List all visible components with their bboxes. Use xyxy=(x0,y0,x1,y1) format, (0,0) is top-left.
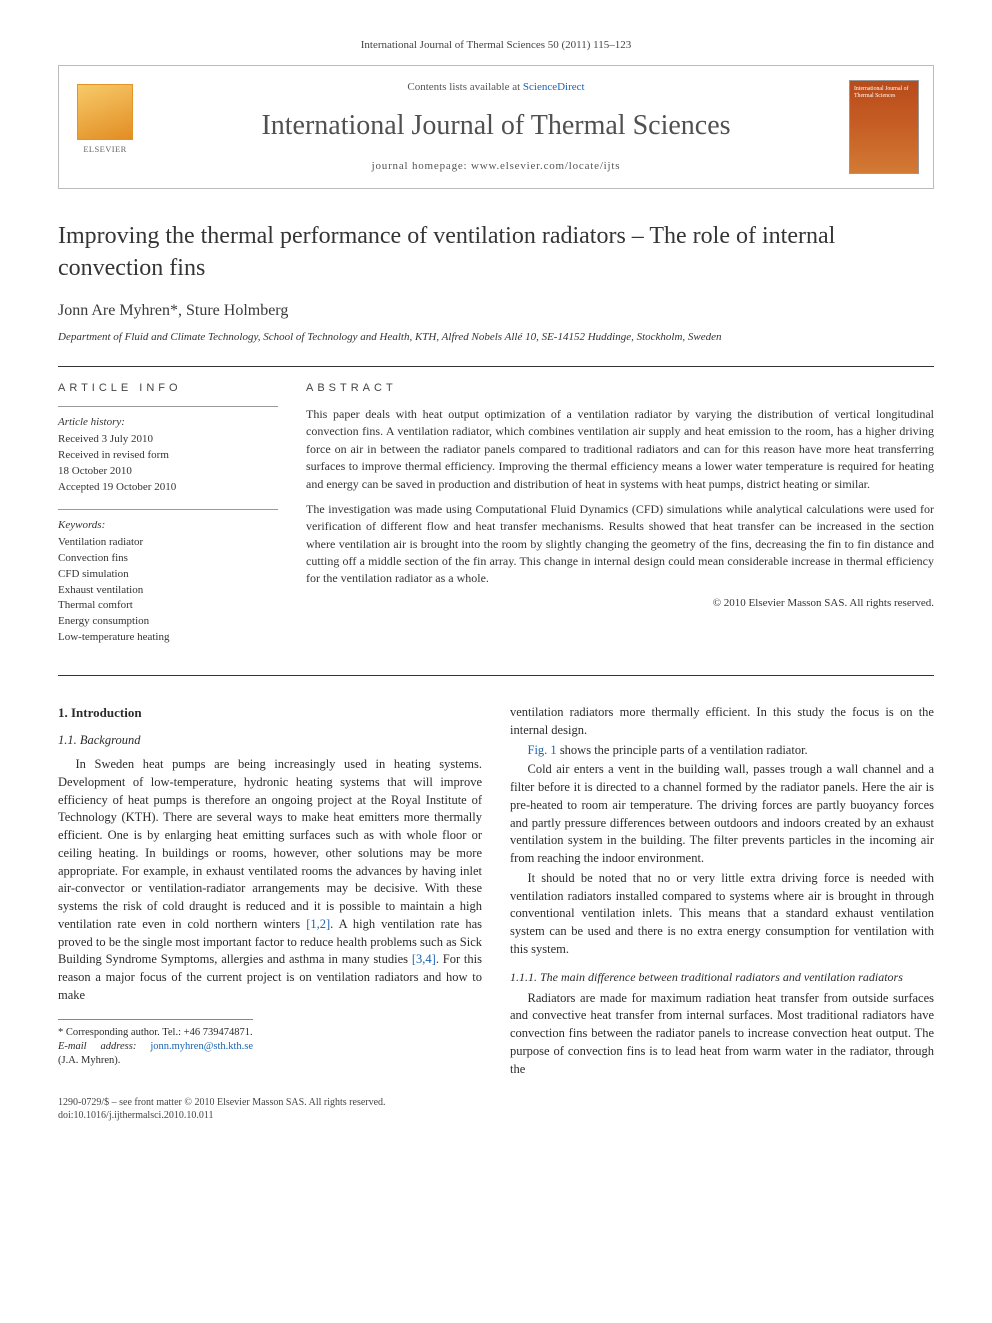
keyword: Ventilation radiator xyxy=(58,535,278,550)
journal-name: International Journal of Thermal Science… xyxy=(167,106,825,145)
publisher-logo-label: ELSEVIER xyxy=(73,144,137,156)
contents-available: Contents lists available at ScienceDirec… xyxy=(167,80,825,95)
keyword: Energy consumption xyxy=(58,614,278,629)
author-email-link[interactable]: jonn.myhren@sth.kth.se xyxy=(150,1041,253,1052)
keywords-label: Keywords: xyxy=(58,518,278,533)
body-paragraph: Fig. 1 shows the principle parts of a ve… xyxy=(510,742,934,760)
keyword: CFD simulation xyxy=(58,567,278,582)
doi-line: doi:10.1016/j.ijthermalsci.2010.10.011 xyxy=(58,1109,934,1122)
abstract-paragraph: The investigation was made using Computa… xyxy=(306,501,934,588)
history-line: Accepted 19 October 2010 xyxy=(58,480,278,495)
section-heading-1: 1. Introduction xyxy=(58,704,482,722)
affiliation: Department of Fluid and Climate Technolo… xyxy=(58,330,934,345)
body-paragraph: In Sweden heat pumps are being increasin… xyxy=(58,756,482,1005)
corresponding-line: * Corresponding author. Tel.: +46 739474… xyxy=(58,1026,253,1040)
abstract-text: This paper deals with heat output optimi… xyxy=(306,406,934,588)
keyword: Thermal comfort xyxy=(58,598,278,613)
figure-link[interactable]: Fig. 1 xyxy=(528,743,557,757)
publisher-logo: ELSEVIER xyxy=(73,84,137,164)
article-history-label: Article history: xyxy=(58,415,278,430)
keywords-block: Keywords: Ventilation radiator Convectio… xyxy=(58,509,278,645)
article-info-heading: ARTICLE INFO xyxy=(58,381,278,396)
article-body: 1. Introduction 1.1. Background In Swede… xyxy=(58,704,934,1078)
history-line: Received in revised form xyxy=(58,448,278,463)
keyword: Convection fins xyxy=(58,551,278,566)
email-suffix: (J.A. Myhren). xyxy=(58,1055,120,1066)
abstract-paragraph: This paper deals with heat output optimi… xyxy=(306,406,934,493)
contents-available-prefix: Contents lists available at xyxy=(407,81,522,93)
corresponding-author-footer: * Corresponding author. Tel.: +46 739474… xyxy=(58,1019,253,1069)
body-text: In Sweden heat pumps are being increasin… xyxy=(58,757,482,931)
email-label: E-mail address: xyxy=(58,1041,150,1052)
body-paragraph: It should be noted that no or very littl… xyxy=(510,870,934,959)
body-paragraph: Radiators are made for maximum radiation… xyxy=(510,990,934,1079)
citation-link[interactable]: [3,4] xyxy=(412,952,436,966)
article-info-column: ARTICLE INFO Article history: Received 3… xyxy=(58,381,278,659)
citation-link[interactable]: [1,2] xyxy=(306,917,330,931)
banner-center: Contents lists available at ScienceDirec… xyxy=(77,80,915,174)
journal-homepage: journal homepage: www.elsevier.com/locat… xyxy=(167,159,825,174)
abstract-copyright: © 2010 Elsevier Masson SAS. All rights r… xyxy=(306,596,934,611)
abstract-column: ABSTRACT This paper deals with heat outp… xyxy=(306,381,934,659)
section-heading-1-1: 1.1. Background xyxy=(58,732,482,750)
body-text: shows the principle parts of a ventilati… xyxy=(557,743,808,757)
article-title: Improving the thermal performance of ven… xyxy=(58,221,934,283)
page-footer-meta: 1290-0729/$ – see front matter © 2010 El… xyxy=(58,1096,934,1122)
journal-banner: ELSEVIER Contents lists available at Sci… xyxy=(58,65,934,189)
history-line: Received 3 July 2010 xyxy=(58,432,278,447)
keyword: Low-temperature heating xyxy=(58,630,278,645)
article-history-block: Article history: Received 3 July 2010 Re… xyxy=(58,406,278,495)
body-paragraph: ventilation radiators more thermally eff… xyxy=(510,704,934,740)
keyword: Exhaust ventilation xyxy=(58,583,278,598)
issn-line: 1290-0729/$ – see front matter © 2010 El… xyxy=(58,1096,934,1109)
citation-header: International Journal of Thermal Science… xyxy=(58,38,934,53)
journal-cover-thumb: International Journal of Thermal Science… xyxy=(849,80,919,174)
body-paragraph: Cold air enters a vent in the building w… xyxy=(510,761,934,868)
abstract-heading: ABSTRACT xyxy=(306,381,934,396)
email-line: E-mail address: jonn.myhren@sth.kth.se (… xyxy=(58,1040,253,1068)
elsevier-tree-icon xyxy=(77,84,133,140)
authors: Jonn Are Myhren*, Sture Holmberg xyxy=(58,300,934,322)
section-heading-1-1-1: 1.1.1. The main difference between tradi… xyxy=(510,969,934,986)
sciencedirect-link[interactable]: ScienceDirect xyxy=(523,81,585,93)
history-line: 18 October 2010 xyxy=(58,464,278,479)
info-abstract-row: ARTICLE INFO Article history: Received 3… xyxy=(58,366,934,676)
